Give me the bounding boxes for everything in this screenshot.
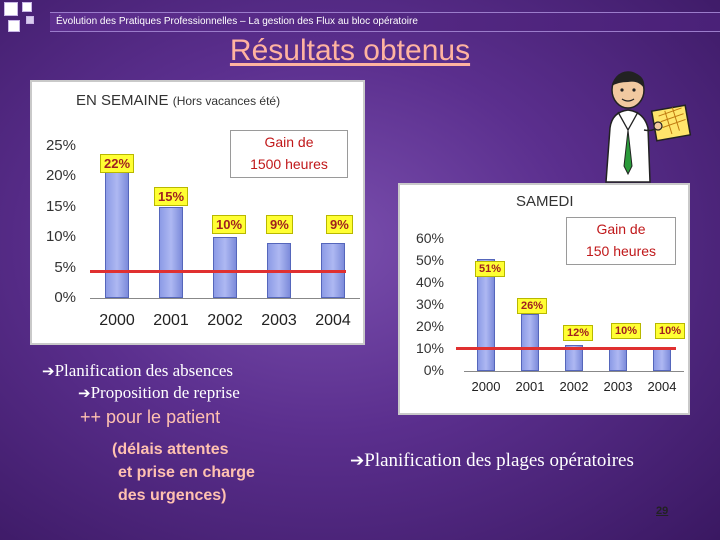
y-tick-label: 20%: [45, 167, 76, 185]
data-label: 12%: [563, 324, 594, 341]
data-label: 9%: [266, 215, 293, 235]
target-line: [90, 269, 346, 273]
y-tick-label: 40%: [415, 274, 444, 290]
x-tick-label: 2002: [559, 379, 589, 394]
page-number: 29: [656, 505, 669, 517]
y-tick-label: 10%: [415, 340, 444, 356]
y-tick-label: 50%: [415, 252, 444, 268]
gain-annotation: Gain de 1500 heures: [230, 130, 348, 178]
note-reprise: ➔Proposition de reprise: [78, 383, 240, 403]
y-tick-label: 25%: [45, 137, 76, 154]
y-tick-label: 60%: [415, 230, 444, 246]
chart-weekday-title: EN SEMAINE: [76, 92, 169, 109]
header-bar: Évolution des Pratiques Professionnelles…: [50, 12, 720, 32]
data-label: 10%: [212, 215, 247, 235]
y-tick-label: 15%: [45, 197, 76, 215]
data-label: 10%: [655, 323, 686, 339]
chart-bar: [159, 206, 183, 298]
x-axis-line: [90, 298, 360, 299]
chart-weekday: EN SEMAINE (Hors vacances été) 0% 5% 10% 15…: [30, 80, 365, 345]
gain-annotation-line2: 1500 heures: [250, 156, 328, 172]
arrow-right-icon: ➔: [78, 384, 91, 402]
gain-annotation-line1: Gain de: [264, 134, 314, 150]
chart-bar: [565, 344, 583, 371]
note-detail-3: des urgences): [118, 487, 227, 504]
data-label: 15%: [154, 186, 189, 206]
gain-annotation: Gain de 150 heures: [566, 217, 676, 265]
y-tick-label: 5%: [54, 258, 76, 276]
y-tick-label: 30%: [415, 296, 444, 312]
note-detail-1: (délais attentes: [112, 441, 229, 458]
chart-bar: [477, 258, 495, 371]
arrow-right-icon: ➔: [42, 362, 55, 380]
chart-saturday: SAMEDI 0% 10% 20% 30% 40% 50% 60% 2000 51% 2001 26…: [398, 183, 690, 415]
note-absences: ➔Planification des absences: [42, 361, 233, 381]
x-tick-label: 2002: [207, 312, 243, 329]
chart-weekday-title-wrap: EN SEMAINE (Hors vacances été): [76, 92, 280, 109]
x-tick-label: 2001: [515, 379, 545, 394]
data-label: 51%: [475, 260, 506, 277]
gain-annotation-line1: Gain de: [596, 221, 646, 237]
x-tick-label: 2004: [647, 379, 677, 394]
chart-bar: [609, 349, 627, 371]
note-patient: ++ pour le patient: [80, 407, 221, 427]
data-label: 26%: [517, 297, 548, 314]
y-tick-label: 20%: [415, 318, 444, 334]
x-tick-label: 2003: [261, 312, 297, 329]
gain-annotation-line2: 150 heures: [585, 243, 657, 259]
target-line: [456, 346, 676, 350]
x-tick-label: 2000: [471, 379, 501, 394]
chart-bar: [521, 313, 539, 371]
data-label: 9%: [326, 215, 353, 235]
chart-bar: [653, 349, 671, 371]
note-plages-text: Planification des plages opératoires: [364, 450, 634, 471]
chart-bar: [105, 164, 129, 298]
decorative-squares: [0, 0, 56, 40]
x-axis-line: [464, 371, 684, 372]
x-tick-label: 2004: [315, 312, 351, 329]
y-tick-label: 10%: [45, 228, 76, 246]
y-tick-label: 0%: [423, 362, 444, 378]
data-label: 10%: [611, 323, 642, 339]
chart-saturday-title: SAMEDI: [516, 193, 574, 210]
data-label: 22%: [100, 154, 135, 174]
note-detail-2: et prise en charge: [118, 464, 255, 481]
person-checklist-illustration: [605, 71, 692, 183]
chart-bar: [213, 237, 237, 298]
x-tick-label: 2003: [603, 379, 633, 394]
chart-weekday-subtitle: (Hors vacances été): [172, 94, 281, 108]
breadcrumb: Évolution des Pratiques Professionnelles…: [56, 16, 418, 27]
arrow-right-icon: ➔: [350, 451, 365, 471]
x-tick-label: 2001: [153, 312, 189, 329]
note-reprise-text: Proposition de reprise: [90, 383, 240, 402]
y-tick-label: 0%: [54, 289, 76, 306]
note-plages: ➔Planification des plages opératoires: [350, 450, 634, 472]
x-tick-label: 2000: [99, 312, 135, 329]
note-absences-text: Planification des absences: [54, 361, 234, 380]
page-title: Résultats obtenus: [229, 34, 471, 67]
